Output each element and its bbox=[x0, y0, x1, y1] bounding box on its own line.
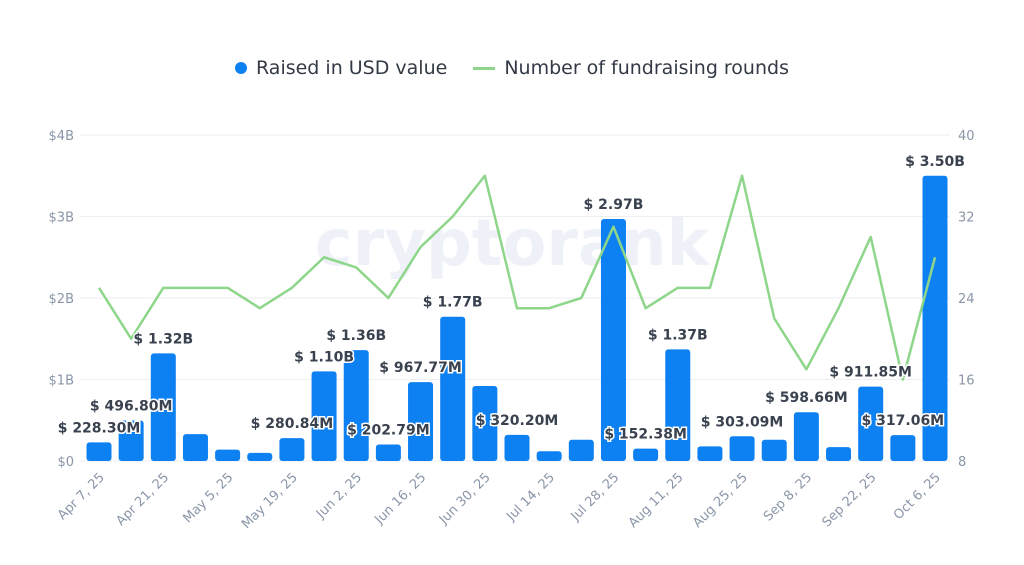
x-tick: Jul 14, 25 bbox=[503, 470, 558, 525]
data-label: $ 1.10B bbox=[294, 349, 354, 365]
x-tick: May 5, 25 bbox=[181, 470, 237, 526]
y-right-tick: 8 bbox=[958, 455, 966, 470]
x-tick: Apr 21, 25 bbox=[113, 470, 172, 529]
bar bbox=[504, 434, 530, 461]
y-left-tick: $0 bbox=[57, 455, 74, 470]
data-label: $ 1.32B bbox=[133, 331, 193, 347]
y-left-tick: $3B bbox=[49, 211, 74, 226]
data-label: $ 228.30M bbox=[58, 420, 141, 436]
x-tick: May 19, 25 bbox=[239, 470, 301, 532]
x-tick: Aug 25, 25 bbox=[690, 470, 751, 531]
bar bbox=[826, 447, 852, 461]
data-label: $ 152.38M bbox=[604, 427, 687, 443]
bar bbox=[697, 446, 723, 461]
bar bbox=[86, 442, 112, 461]
bar bbox=[343, 350, 369, 461]
y-right-tick: 16 bbox=[958, 374, 975, 389]
data-label: $ 320.20M bbox=[476, 413, 559, 429]
bar bbox=[472, 386, 498, 461]
data-label: $ 496.80M bbox=[90, 399, 173, 415]
bar bbox=[182, 434, 208, 461]
bar bbox=[440, 316, 466, 461]
data-label: $ 2.97B bbox=[584, 197, 644, 213]
bar bbox=[858, 386, 884, 461]
y-right-tick: 24 bbox=[958, 292, 975, 307]
bar bbox=[311, 371, 337, 461]
y-left-tick: $1B bbox=[49, 374, 74, 389]
legend-item-raised[interactable]: Raised in USD value bbox=[235, 57, 447, 79]
bar bbox=[215, 449, 241, 461]
data-label: $ 3.50B bbox=[905, 154, 965, 170]
bar bbox=[633, 448, 659, 461]
data-label: $ 280.84M bbox=[251, 416, 334, 432]
legend-dot-icon bbox=[235, 62, 248, 74]
x-tick: Oct 6, 25 bbox=[891, 470, 944, 523]
bar bbox=[536, 451, 562, 461]
bar bbox=[729, 436, 755, 461]
bar bbox=[118, 420, 144, 461]
y-right-tick: 32 bbox=[958, 211, 975, 226]
bar bbox=[665, 349, 691, 461]
legend: Raised in USD value Number of fundraisin… bbox=[0, 57, 1024, 79]
data-label: $ 1.77B bbox=[423, 295, 483, 311]
y-left-tick: $2B bbox=[49, 292, 74, 307]
x-tick: Jul 28, 25 bbox=[568, 470, 623, 525]
legend-item-rounds[interactable]: Number of fundraising rounds bbox=[473, 57, 789, 79]
bar bbox=[150, 353, 176, 461]
x-tick: Jun 2, 25 bbox=[313, 470, 365, 522]
y-left-tick: $4B bbox=[49, 129, 74, 144]
y-right-tick: 40 bbox=[958, 129, 975, 144]
bar bbox=[279, 438, 305, 461]
legend-label: Raised in USD value bbox=[256, 57, 448, 79]
data-label: $ 967.77M bbox=[379, 360, 462, 376]
data-label: $ 1.36B bbox=[326, 328, 386, 344]
data-label: $ 1.37B bbox=[648, 327, 708, 343]
x-tick: Sep 8, 25 bbox=[761, 470, 815, 524]
x-tick: Jun 30, 25 bbox=[436, 470, 494, 528]
data-label: $ 598.66M bbox=[765, 390, 848, 406]
bar bbox=[793, 412, 819, 461]
x-tick: Sep 22, 25 bbox=[819, 470, 879, 530]
data-label: $ 911.85M bbox=[829, 365, 912, 381]
watermark: cryptorank bbox=[315, 207, 711, 281]
x-tick: Aug 11, 25 bbox=[626, 470, 687, 531]
legend-line-icon bbox=[473, 66, 496, 70]
legend-label: Number of fundraising rounds bbox=[504, 57, 789, 79]
data-label: $ 202.79M bbox=[347, 422, 430, 438]
bar bbox=[375, 444, 401, 461]
bar bbox=[600, 218, 626, 461]
bar bbox=[568, 439, 594, 461]
bar bbox=[761, 439, 787, 461]
bar bbox=[247, 452, 273, 461]
bar bbox=[922, 175, 948, 461]
x-tick: Apr 7, 25 bbox=[55, 470, 108, 523]
bar bbox=[890, 435, 916, 461]
data-label: $ 303.09M bbox=[701, 414, 784, 430]
data-label: $ 317.06M bbox=[862, 413, 945, 429]
x-tick: Jun 16, 25 bbox=[372, 470, 430, 528]
bar bbox=[408, 382, 434, 461]
